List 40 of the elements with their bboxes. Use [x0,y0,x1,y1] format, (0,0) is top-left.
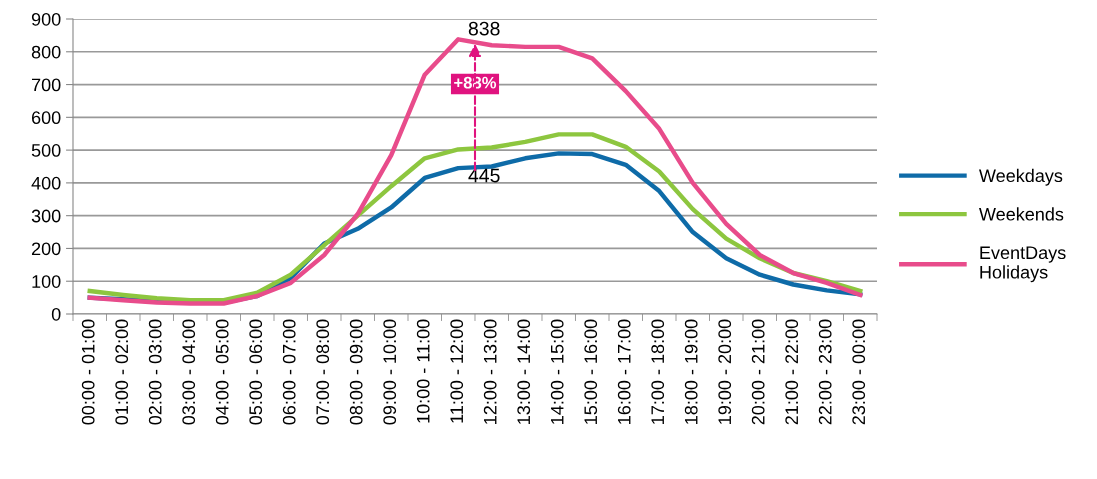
y-tick-label: 200 [31,242,61,256]
y-tick-label: 100 [32,275,61,288]
x-tick-label: 00:00 - 01:00 [81,319,95,425]
x-tick-label: 19:00 - 20:00 [718,319,732,424]
x-tick-label: 06:00 - 07:00 [282,319,296,425]
y-tick-label: 400 [31,176,61,190]
y-tick-label: 600 [31,111,61,125]
x-tick-label: 15:00 - 16:00 [584,319,598,424]
y-tick-label: 300 [31,209,61,223]
annotation: 838 [468,21,500,36]
x-tick-label: 16:00 - 17:00 [617,319,631,424]
line-series [87,37,863,306]
y-tick-label: 900 [31,12,61,26]
legend-label: Weekdays [979,168,1063,186]
x-tick-label: 08:00 - 09:00 [349,319,363,425]
x-tick-label: 14:00 - 15:00 [550,319,564,424]
x-tick-label: 18:00 - 19:00 [684,319,698,424]
x-tick-label: 05:00 - 06:00 [249,319,263,425]
legend-label: Weekends [979,207,1064,221]
x-tick-label: 09:00 - 10:00 [383,319,397,425]
x-tick-label: 10:00 - 11:00 [416,319,430,423]
x-tick-label: 01:00 - 02:00 [115,319,129,425]
x-tick-label: 11:00 - 12:00 [450,319,464,423]
x-tick-label: 17:00 - 18:00 [651,319,665,424]
x-tick-label: 20:00 - 21:00 [751,319,765,425]
x-tick-label: 07:00 - 08:00 [316,319,330,425]
y-tick-label: 700 [32,78,61,92]
x-tick-label: 23:00 - 00:00 [852,319,866,425]
y-tick-label: 0 [51,307,61,321]
x-tick-label: 13:00 - 14:00 [517,319,531,424]
annotation: 445 [468,168,500,183]
x-tick-label: 02:00 - 03:00 [148,319,162,425]
x-tick-label: 12:00 - 13:00 [483,319,497,424]
x-tick-label: 04:00 - 05:00 [215,319,229,425]
legend-label: EventDays Holidays [980,246,1066,283]
x-tick-label: 21:00 - 22:00 [785,319,799,425]
y-tick-label: 500 [31,144,61,157]
x-tick-label: 03:00 - 04:00 [182,319,196,425]
x-tick-label: 22:00 - 23:00 [818,319,832,425]
y-tick-label: 800 [31,45,61,59]
